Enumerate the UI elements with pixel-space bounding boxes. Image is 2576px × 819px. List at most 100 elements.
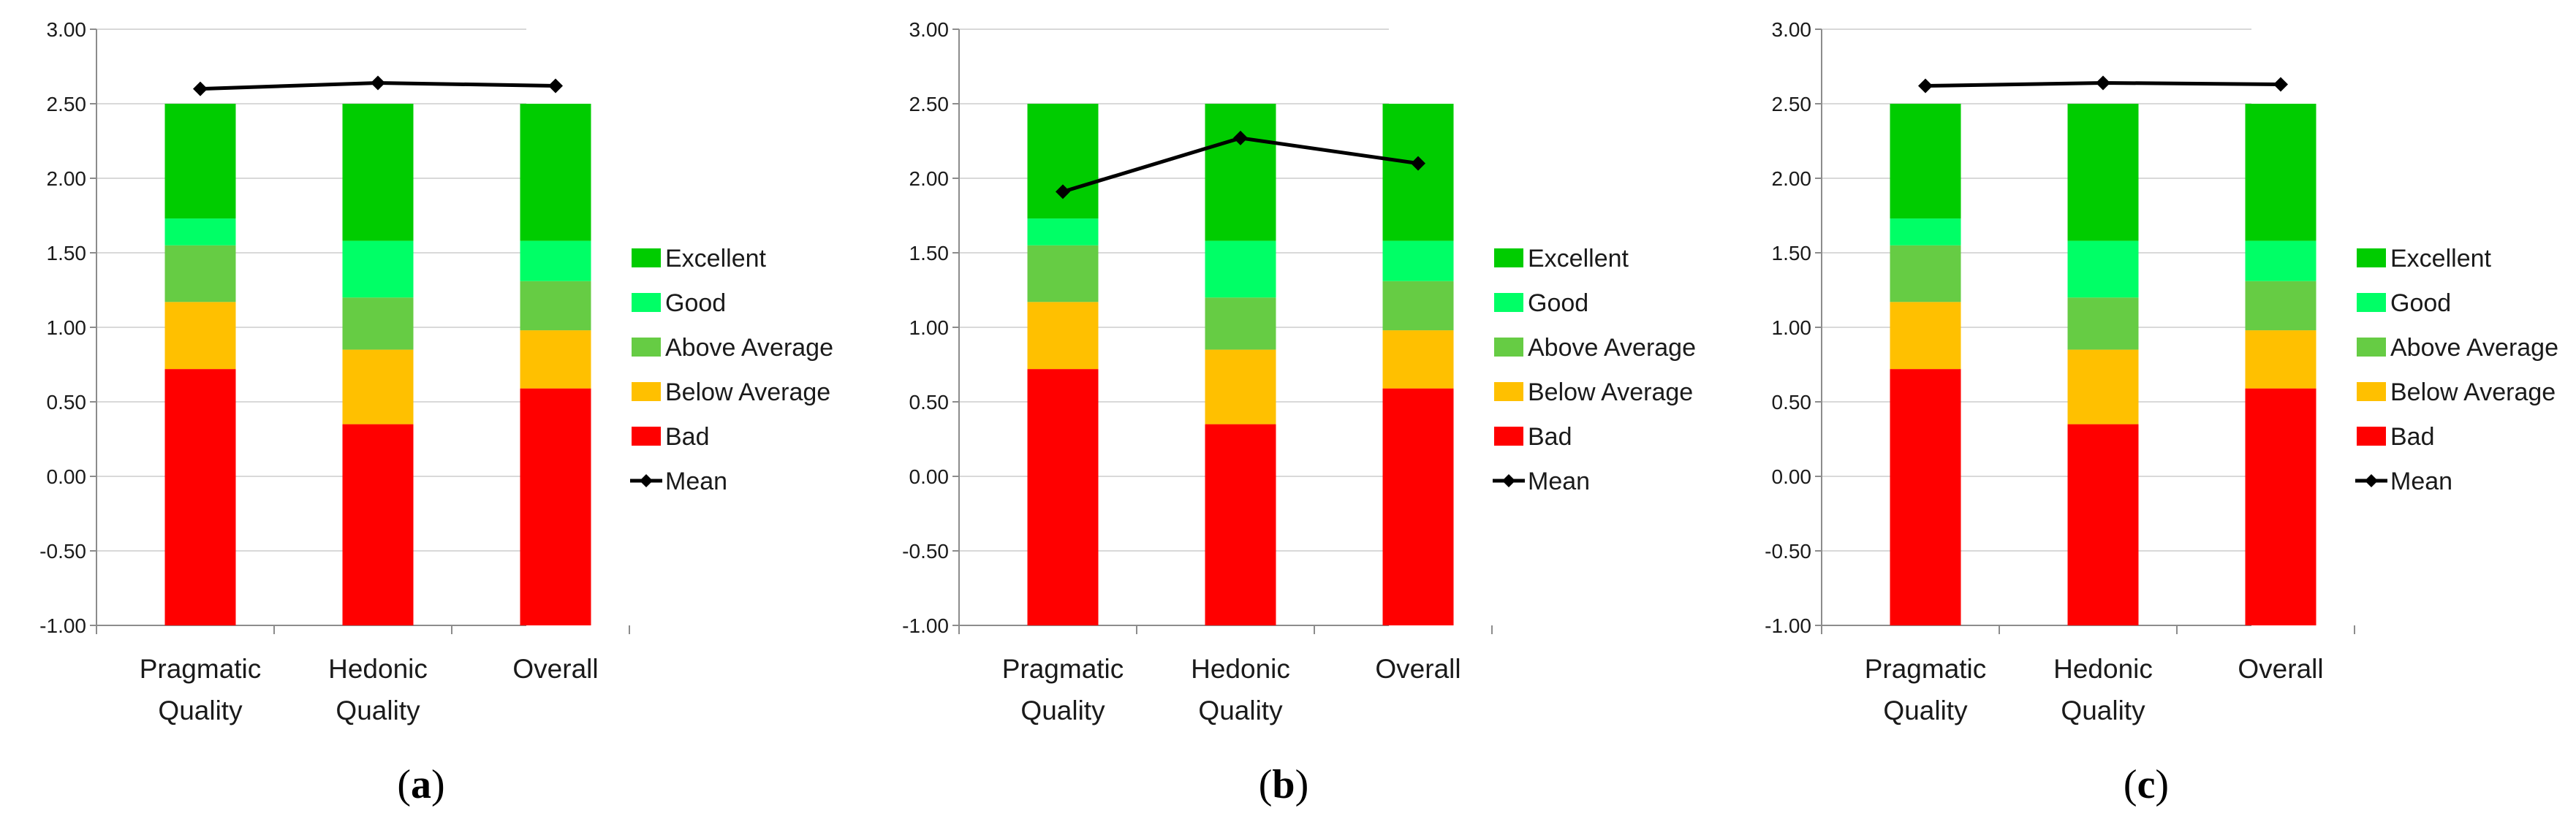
legend-label: Above Average [2390,334,2558,362]
bar-good [1027,218,1099,245]
legend-label: Below Average [1528,378,1693,406]
bar-excellent [1890,104,1961,219]
panel-letter: c [2137,762,2156,807]
bar-excellent [342,104,414,241]
x-category-label: Hedonic [1191,654,1290,684]
bar-bad [1382,388,1454,625]
bar-good [520,240,591,281]
bar-below-average [1382,330,1454,389]
legend-swatch-below-average [1494,382,1523,401]
bar-excellent [520,104,591,241]
legend-swatch-good [2357,293,2386,312]
y-tick-label: 2.50 [1772,93,1812,115]
x-category-label: Quality [1198,696,1283,725]
x-category-label: Quality [336,696,420,725]
legend-label: Bad [2390,423,2435,451]
mean-marker [1056,184,1070,199]
y-tick-label: -0.50 [39,540,86,563]
panel-letter: b [1272,762,1295,807]
bar-below-average [1890,302,1961,370]
bar-bad [1890,369,1961,625]
x-category-label: Hedonic [2053,654,2153,684]
bar-above-average [1382,281,1454,331]
panel-label: (a) [397,762,444,807]
chart-panel-c: -1.00 -0.50 0.00 0.50 1.00 1.50 2.00 2.50 3.00 Pr… [1765,18,2558,807]
legend-swatch-below-average [632,382,661,401]
y-tick-label: 0.50 [909,391,950,414]
legend-label: Mean [665,468,727,495]
bar-below-average [342,349,414,424]
mean-marker [1918,78,1933,94]
bar-excellent [2245,104,2316,241]
bar-excellent [1382,104,1454,241]
bar-good [1205,240,1276,298]
legend-label: Excellent [2390,245,2492,273]
legend-swatch-bad [632,427,661,446]
panel-letter: a [411,762,431,807]
legend-label: Above Average [1528,334,1696,362]
bar-above-average [2067,297,2139,350]
bar-good [1890,218,1961,245]
bar-above-average [1027,245,1099,302]
bar-bad [164,369,236,625]
legend-label: Mean [2390,468,2452,495]
legend-label: Good [1528,289,1588,317]
legend-swatch-excellent [632,248,661,267]
legend-swatch-bad [1494,427,1523,446]
legend-swatch-good [1494,293,1523,312]
y-tick-label: 2.50 [909,93,950,115]
x-category-label: Pragmatic [140,654,262,684]
y-tick-label: -1.00 [902,614,949,637]
x-category-label: Overall [1375,654,1461,684]
y-tick-label: 0.50 [47,391,87,414]
legend-swatch-excellent [2357,248,2386,267]
x-category-label: Quality [158,696,243,725]
bar-below-average [1027,302,1099,370]
mean-marker [2273,77,2288,92]
x-category-label: Quality [1883,696,1968,725]
y-tick-label: 2.00 [47,167,87,190]
y-tick-label: 1.50 [909,242,950,264]
legend-swatch-bad [2357,427,2386,446]
legend-swatch-above-average [632,338,661,357]
x-category-label: Quality [2061,696,2145,725]
legend-label: Below Average [665,378,830,406]
y-tick-label: 1.50 [47,242,87,264]
y-tick-label: -0.50 [902,540,949,563]
bar-below-average [520,330,591,389]
y-tick-label: 2.00 [1772,167,1812,190]
y-tick-label: 1.00 [47,316,87,339]
y-tick-label: 2.00 [909,167,950,190]
bar-good [164,218,236,245]
bar-bad [520,388,591,625]
y-tick-label: 1.00 [909,316,950,339]
bar-excellent [1027,104,1099,219]
chart-panel-b: -1.00 -0.50 0.00 0.50 1.00 1.50 2.00 2.50 3.00 Pr… [902,18,1696,807]
bar-above-average [164,245,236,302]
bar-bad [1205,424,1276,625]
bar-above-average [520,281,591,331]
legend-swatch-above-average [2357,338,2386,357]
legend-swatch-below-average [2357,382,2386,401]
mean-marker [2096,75,2110,91]
legend-mean-marker [2365,474,2378,487]
x-category-label: Overall [512,654,598,684]
bar-below-average [164,302,236,370]
y-tick-label: -1.00 [1765,614,1811,637]
y-tick-label: 0.00 [1772,465,1812,488]
legend-swatch-above-average [1494,338,1523,357]
legend-label: Excellent [665,245,767,273]
legend-swatch-good [632,293,661,312]
bar-below-average [2245,330,2316,389]
y-tick-label: 2.50 [47,93,87,115]
y-tick-label: -1.00 [39,614,86,637]
bar-above-average [2245,281,2316,331]
legend-mean-marker [1502,474,1515,487]
mean-marker [548,78,563,94]
bar-good [2245,240,2316,281]
mean-marker [193,81,208,96]
legend-label: Excellent [1528,245,1629,273]
bar-bad [2067,424,2139,625]
bar-bad [342,424,414,625]
